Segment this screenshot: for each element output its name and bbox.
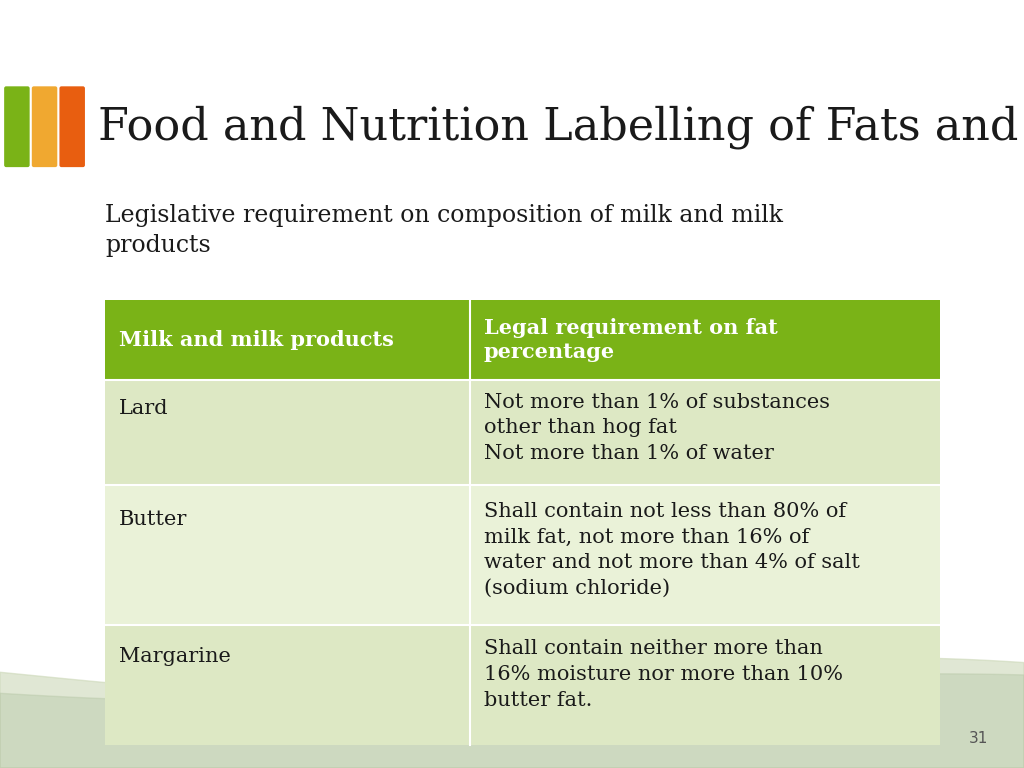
- FancyBboxPatch shape: [32, 86, 57, 167]
- FancyBboxPatch shape: [470, 300, 940, 380]
- FancyBboxPatch shape: [470, 625, 940, 745]
- Text: Legislative requirement on composition of milk and milk
products: Legislative requirement on composition o…: [105, 204, 783, 257]
- Text: Margarine: Margarine: [119, 647, 230, 666]
- Text: 31: 31: [969, 731, 988, 746]
- Text: Legal requirement on fat
percentage: Legal requirement on fat percentage: [484, 318, 778, 362]
- FancyBboxPatch shape: [470, 380, 940, 485]
- FancyBboxPatch shape: [105, 625, 470, 745]
- FancyBboxPatch shape: [105, 380, 470, 485]
- FancyBboxPatch shape: [59, 86, 85, 167]
- Text: Shall contain neither more than
16% moisture nor more than 10%
butter fat.: Shall contain neither more than 16% mois…: [484, 640, 843, 710]
- Text: Butter: Butter: [119, 510, 187, 529]
- Text: Not more than 1% of substances
other than hog fat
Not more than 1% of water: Not more than 1% of substances other tha…: [484, 392, 830, 463]
- Text: Milk and milk products: Milk and milk products: [119, 330, 394, 350]
- FancyBboxPatch shape: [105, 485, 470, 625]
- Text: Food and Nutrition Labelling of Fats and Oils: Food and Nutrition Labelling of Fats and…: [98, 105, 1024, 148]
- FancyBboxPatch shape: [4, 86, 30, 167]
- FancyBboxPatch shape: [105, 300, 470, 380]
- Text: Lard: Lard: [119, 399, 169, 418]
- Text: Shall contain not less than 80% of
milk fat, not more than 16% of
water and not : Shall contain not less than 80% of milk …: [484, 502, 860, 598]
- FancyBboxPatch shape: [470, 485, 940, 625]
